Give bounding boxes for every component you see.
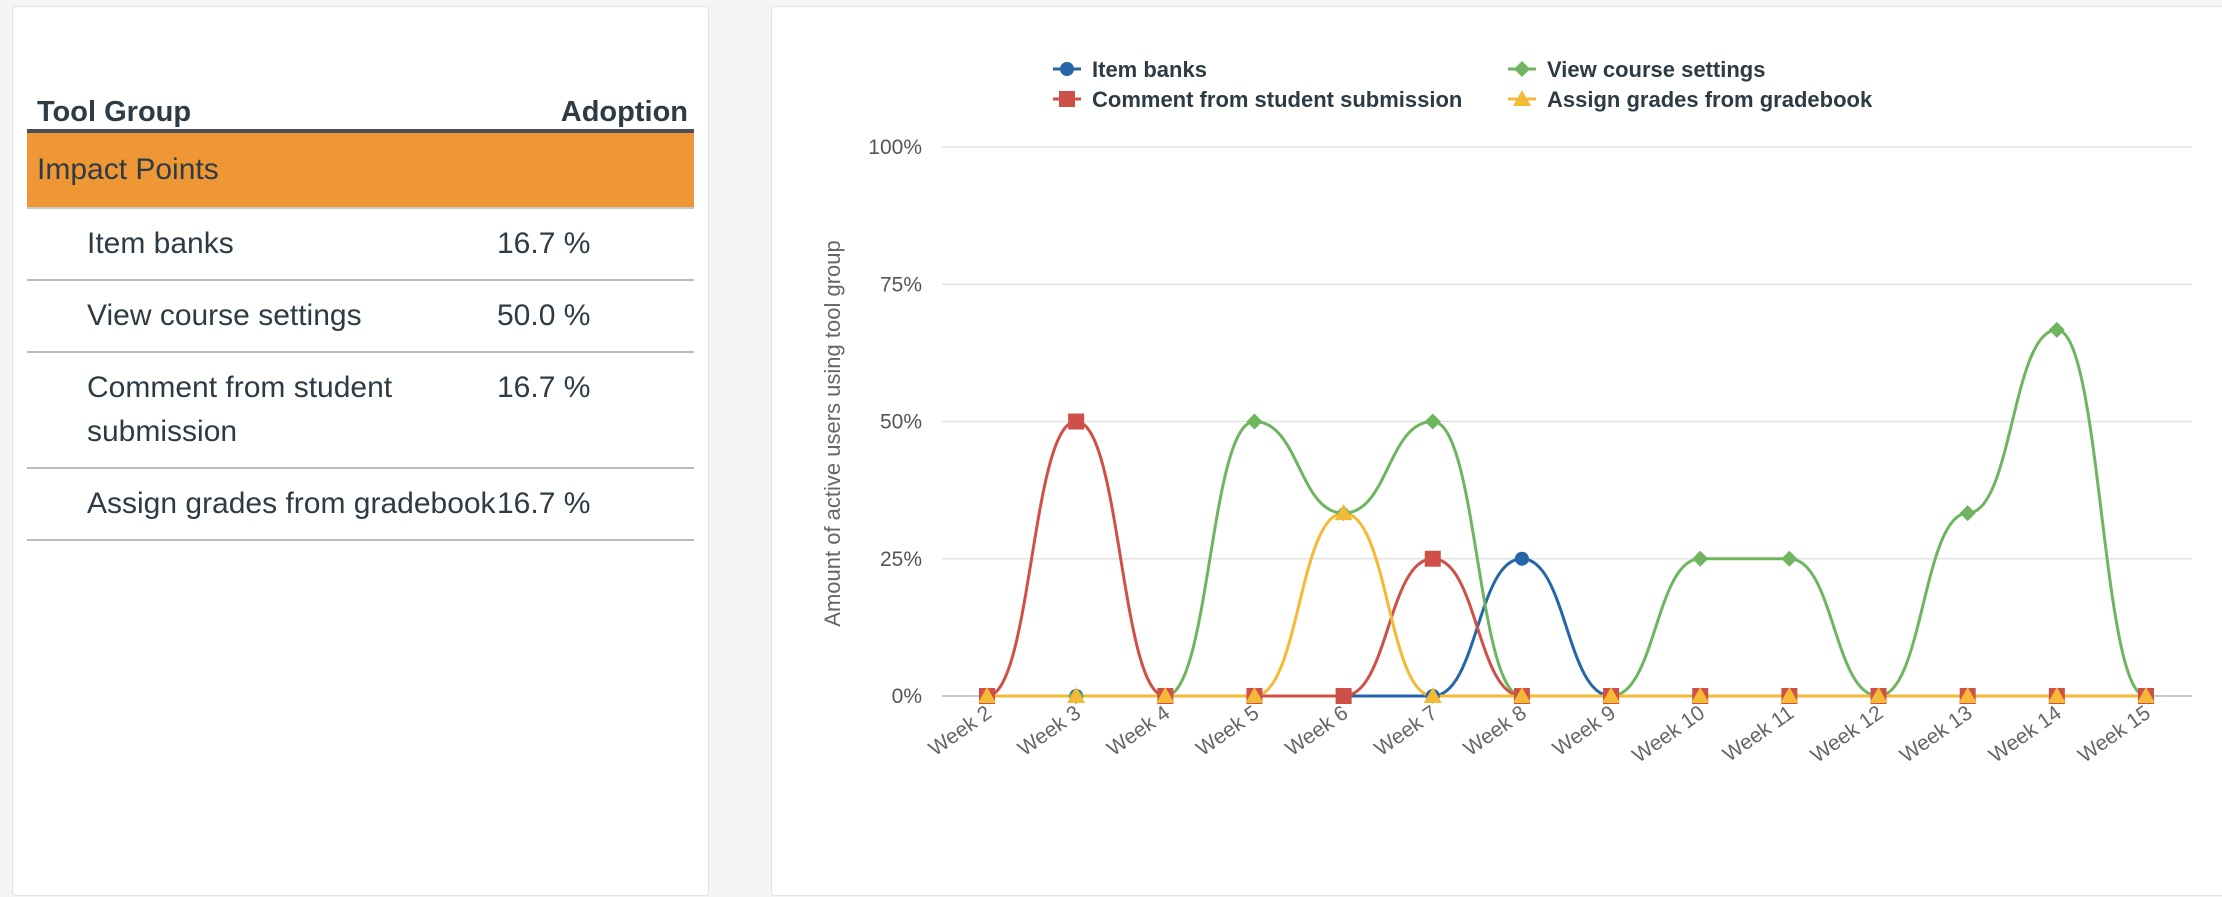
x-tick-label: Week 6 bbox=[1281, 701, 1352, 760]
data-point bbox=[1513, 90, 1531, 106]
x-tick-label: Week 13 bbox=[1896, 701, 1977, 767]
table-row: Item banks 16.7 % bbox=[27, 209, 694, 281]
x-tick-label: Week 15 bbox=[2074, 701, 2155, 767]
table-header: Tool Group Adoption bbox=[27, 79, 694, 133]
legend-label: Assign grades from gradebook bbox=[1547, 87, 1873, 112]
x-tick-label: Week 9 bbox=[1549, 701, 1620, 760]
data-point bbox=[2137, 687, 2155, 703]
row-name: Comment from student submission bbox=[87, 371, 393, 448]
tool-group-table-panel: Tool Group Adoption Impact Points Item b… bbox=[12, 6, 709, 896]
data-point bbox=[1781, 550, 1798, 567]
x-tick-label: Week 7 bbox=[1370, 701, 1441, 760]
adoption-line-chart: 0% 25% 50% 75% 100% Week 2 Week 3 Week 4 Week 5 W… bbox=[820, 57, 2192, 767]
data-point bbox=[1512, 687, 1531, 703]
data-point bbox=[1780, 687, 1799, 703]
row-name: View course settings bbox=[87, 299, 362, 332]
row-value: 16.7 % bbox=[497, 371, 591, 404]
data-point bbox=[1423, 687, 1442, 703]
y-tick-label: 75% bbox=[880, 273, 922, 296]
data-point bbox=[2048, 321, 2065, 338]
row-name: Assign grades from gradebook bbox=[87, 487, 496, 520]
y-tick-label: 100% bbox=[868, 136, 922, 159]
data-point bbox=[1959, 505, 1976, 522]
data-point bbox=[1067, 687, 1086, 703]
row-value: 50.0 % bbox=[497, 299, 591, 332]
table-row: Comment from student submission 16.7 % bbox=[27, 353, 694, 469]
x-tick-label: Week 10 bbox=[1628, 701, 1709, 767]
adoption-chart-panel: 0% 25% 50% 75% 100% Week 2 Week 3 Week 4 Week 5 W… bbox=[771, 6, 2222, 896]
data-point bbox=[1869, 687, 1888, 703]
data-point bbox=[1245, 687, 1264, 703]
data-point bbox=[1334, 504, 1353, 521]
data-point bbox=[1514, 551, 1529, 566]
data-point bbox=[1424, 550, 1441, 567]
row-name: Item banks bbox=[87, 227, 234, 260]
row-value: 16.7 % bbox=[497, 227, 591, 260]
x-tick-label: Week 2 bbox=[925, 701, 996, 760]
data-point bbox=[1246, 413, 1263, 430]
x-tick-label: Week 11 bbox=[1719, 701, 1798, 766]
series-line bbox=[987, 511, 2146, 698]
data-point bbox=[1514, 61, 1530, 77]
data-point bbox=[1424, 413, 1441, 430]
data-point bbox=[1602, 687, 1621, 703]
data-point bbox=[1692, 550, 1709, 567]
x-tick-label: Week 4 bbox=[1103, 701, 1174, 761]
row-value: 16.7 % bbox=[497, 487, 591, 520]
legend-label: View course settings bbox=[1547, 57, 1765, 82]
header-tool-group: Tool Group bbox=[37, 96, 192, 128]
y-axis-title: Amount of active users using tool group bbox=[820, 240, 845, 626]
tool-group-table: Tool Group Adoption Impact Points Item b… bbox=[27, 79, 694, 541]
x-tick-label: Week 8 bbox=[1460, 701, 1531, 760]
y-tick-label: 25% bbox=[880, 548, 922, 571]
data-point bbox=[1958, 687, 1977, 703]
data-point bbox=[1060, 62, 1074, 76]
data-point bbox=[978, 687, 996, 703]
x-tick-label: Week 14 bbox=[1985, 701, 2066, 767]
y-tick-label: 50% bbox=[880, 411, 922, 434]
x-tick-label: Week 5 bbox=[1192, 701, 1263, 760]
header-adoption: Adoption bbox=[560, 96, 688, 128]
y-tick-label: 0% bbox=[892, 685, 922, 708]
legend-label: Comment from student submission bbox=[1092, 87, 1462, 112]
x-tick-label: Week 3 bbox=[1014, 701, 1085, 760]
data-point bbox=[1059, 91, 1075, 107]
data-point bbox=[1691, 687, 1710, 703]
group-row-impact-points: Impact Points bbox=[27, 133, 694, 209]
data-point bbox=[1068, 413, 1085, 430]
series-line bbox=[987, 557, 2146, 698]
data-point bbox=[1335, 688, 1352, 704]
data-point bbox=[1156, 687, 1175, 703]
legend-label: Item banks bbox=[1092, 57, 1207, 82]
table-row: View course settings 50.0 % bbox=[27, 281, 694, 353]
x-tick-label: Week 12 bbox=[1807, 701, 1888, 767]
table-row: Assign grades from gradebook 16.7 % bbox=[27, 469, 694, 541]
data-point bbox=[2047, 687, 2066, 703]
